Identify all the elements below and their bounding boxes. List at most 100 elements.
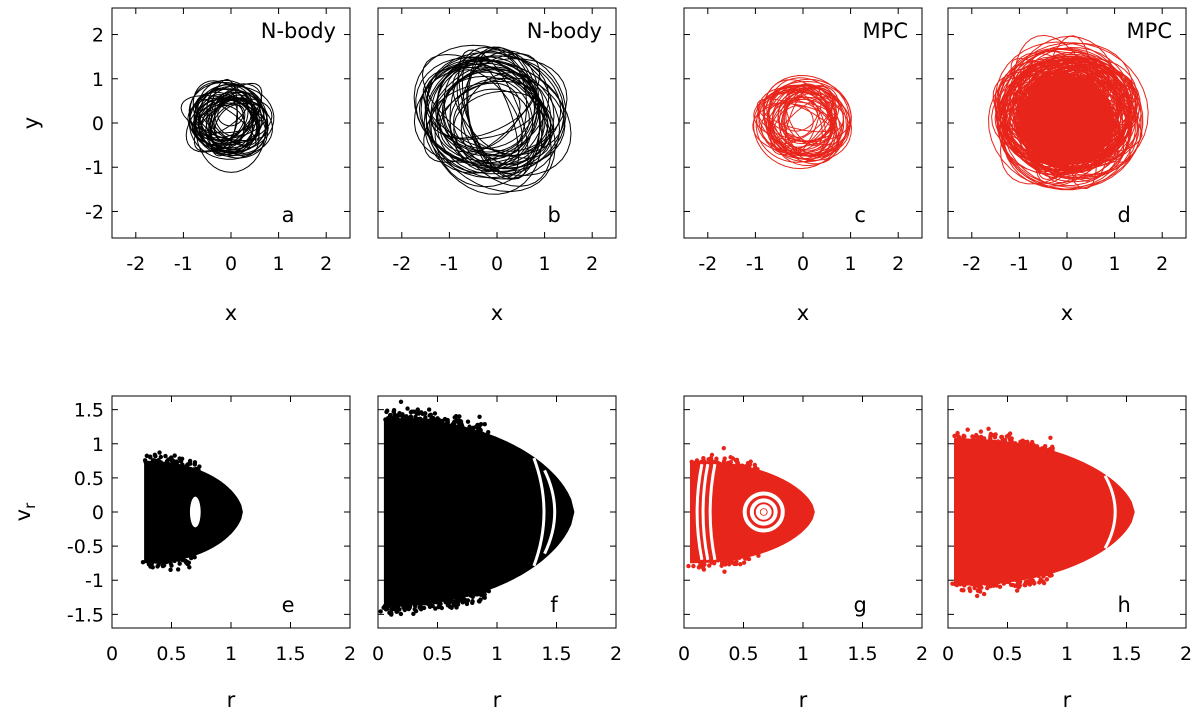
- scatter-point: [967, 588, 973, 594]
- scatter-point: [991, 583, 996, 588]
- scatter-point: [176, 557, 181, 563]
- edge-gap: [543, 469, 557, 555]
- plot-area-e: [140, 450, 243, 573]
- plot-area-a: [180, 78, 275, 173]
- edge-gap: [532, 457, 546, 567]
- scatter-point: [482, 421, 487, 427]
- scatter-point: [1013, 577, 1019, 583]
- y-tick-label: 0: [92, 502, 104, 524]
- scatter-point: [743, 464, 748, 469]
- plot-area-c: [752, 74, 853, 170]
- scatter-point: [143, 459, 148, 465]
- x-tick-label: 0: [942, 643, 954, 665]
- scatter-point: [700, 459, 706, 465]
- scatter-point: [427, 413, 432, 418]
- orbit-curve: [438, 77, 536, 139]
- scatter-point: [719, 563, 724, 568]
- scatter-point: [447, 604, 453, 609]
- phase-region: [954, 438, 1135, 586]
- scatter-point: [192, 462, 198, 467]
- scatter-point: [961, 433, 966, 439]
- scatter-point: [737, 555, 742, 561]
- orbit-curve: [413, 44, 555, 169]
- x-tick-label: 2: [892, 253, 904, 275]
- y-tick-label: -2: [85, 201, 104, 223]
- scatter-point: [730, 456, 736, 461]
- y-tick-label: -1.5: [67, 604, 104, 626]
- scatter-point: [744, 553, 749, 559]
- scatter-point: [725, 558, 730, 563]
- x-tick-label: -1: [440, 253, 459, 275]
- resonance-ring: [755, 504, 772, 520]
- y-tick-label: -1: [85, 157, 104, 179]
- x-tick-label: 1: [539, 253, 551, 275]
- x-axis-label: x: [1061, 301, 1073, 325]
- x-axis-label: x: [225, 301, 237, 325]
- scatter-point: [398, 399, 404, 404]
- scatter-point: [738, 562, 743, 567]
- edge-gap: [1103, 475, 1117, 549]
- scatter-point: [422, 418, 428, 423]
- panel-letter: a: [282, 203, 295, 227]
- scatter-point: [962, 583, 967, 588]
- separatrix-band: [708, 463, 717, 561]
- scatter-point: [1004, 434, 1010, 439]
- orbit-curve: [768, 88, 840, 165]
- scatter-point: [157, 450, 162, 455]
- orbit-curve: [467, 47, 541, 174]
- scatter-point: [477, 428, 482, 434]
- scatter-point: [407, 605, 412, 610]
- scatter-point: [464, 601, 470, 607]
- scatter-point: [479, 431, 485, 436]
- scatter-point: [701, 565, 706, 571]
- island-hole: [189, 496, 201, 528]
- scatter-point: [193, 466, 199, 472]
- x-tick-label: 0.5: [728, 643, 758, 665]
- scatter-point: [1047, 571, 1052, 576]
- scatter-point: [721, 445, 726, 451]
- panel-d: -2 -1 0 1 2 x MPC d: [947, 7, 1187, 325]
- scatter-point: [476, 591, 482, 597]
- scatter-point: [155, 564, 160, 569]
- scatter-point: [978, 581, 984, 587]
- scatter-point: [414, 417, 419, 422]
- x-tick-label: -1: [174, 253, 193, 275]
- scatter-point: [1015, 581, 1020, 586]
- x-tick-label: 0: [797, 253, 809, 275]
- scatter-point: [722, 456, 727, 461]
- scatter-point: [977, 585, 982, 590]
- scatter-point: [997, 584, 1003, 590]
- scatter-point: [187, 460, 192, 466]
- orbit-core: [1019, 76, 1115, 166]
- y-tick-label: 0.5: [74, 468, 104, 490]
- panel-letter: d: [1117, 203, 1130, 227]
- scatter-point: [435, 598, 440, 604]
- scatter-point: [442, 416, 448, 422]
- scatter-point: [168, 559, 173, 564]
- scatter-point: [708, 457, 714, 462]
- separatrix-band: [701, 463, 710, 561]
- scatter-point: [389, 612, 394, 617]
- scatter-point: [1014, 588, 1020, 593]
- panel-f: 0 0.5 1 1.5 2 r f: [372, 395, 622, 712]
- scatter-point: [180, 462, 185, 468]
- x-tick-label: 0: [106, 643, 118, 665]
- scatter-point: [451, 599, 457, 605]
- scatter-point: [691, 563, 696, 569]
- scatter-point: [1044, 577, 1050, 582]
- x-tick-label: 2: [1156, 253, 1168, 275]
- y-tick-label: 1: [92, 69, 104, 91]
- scatter-point: [959, 437, 964, 443]
- panel-title: MPC: [863, 19, 908, 43]
- scatter-point: [954, 437, 959, 443]
- orbit-curve: [197, 79, 262, 150]
- x-tick-label: 0.5: [156, 643, 186, 665]
- x-tick-label: -2: [126, 253, 145, 275]
- scatter-point: [415, 407, 420, 412]
- scatter-point: [1023, 579, 1029, 585]
- scatter-point: [978, 429, 984, 434]
- scatter-point: [160, 563, 166, 569]
- orbit-curve: [210, 97, 260, 157]
- panel-letter: b: [547, 203, 560, 227]
